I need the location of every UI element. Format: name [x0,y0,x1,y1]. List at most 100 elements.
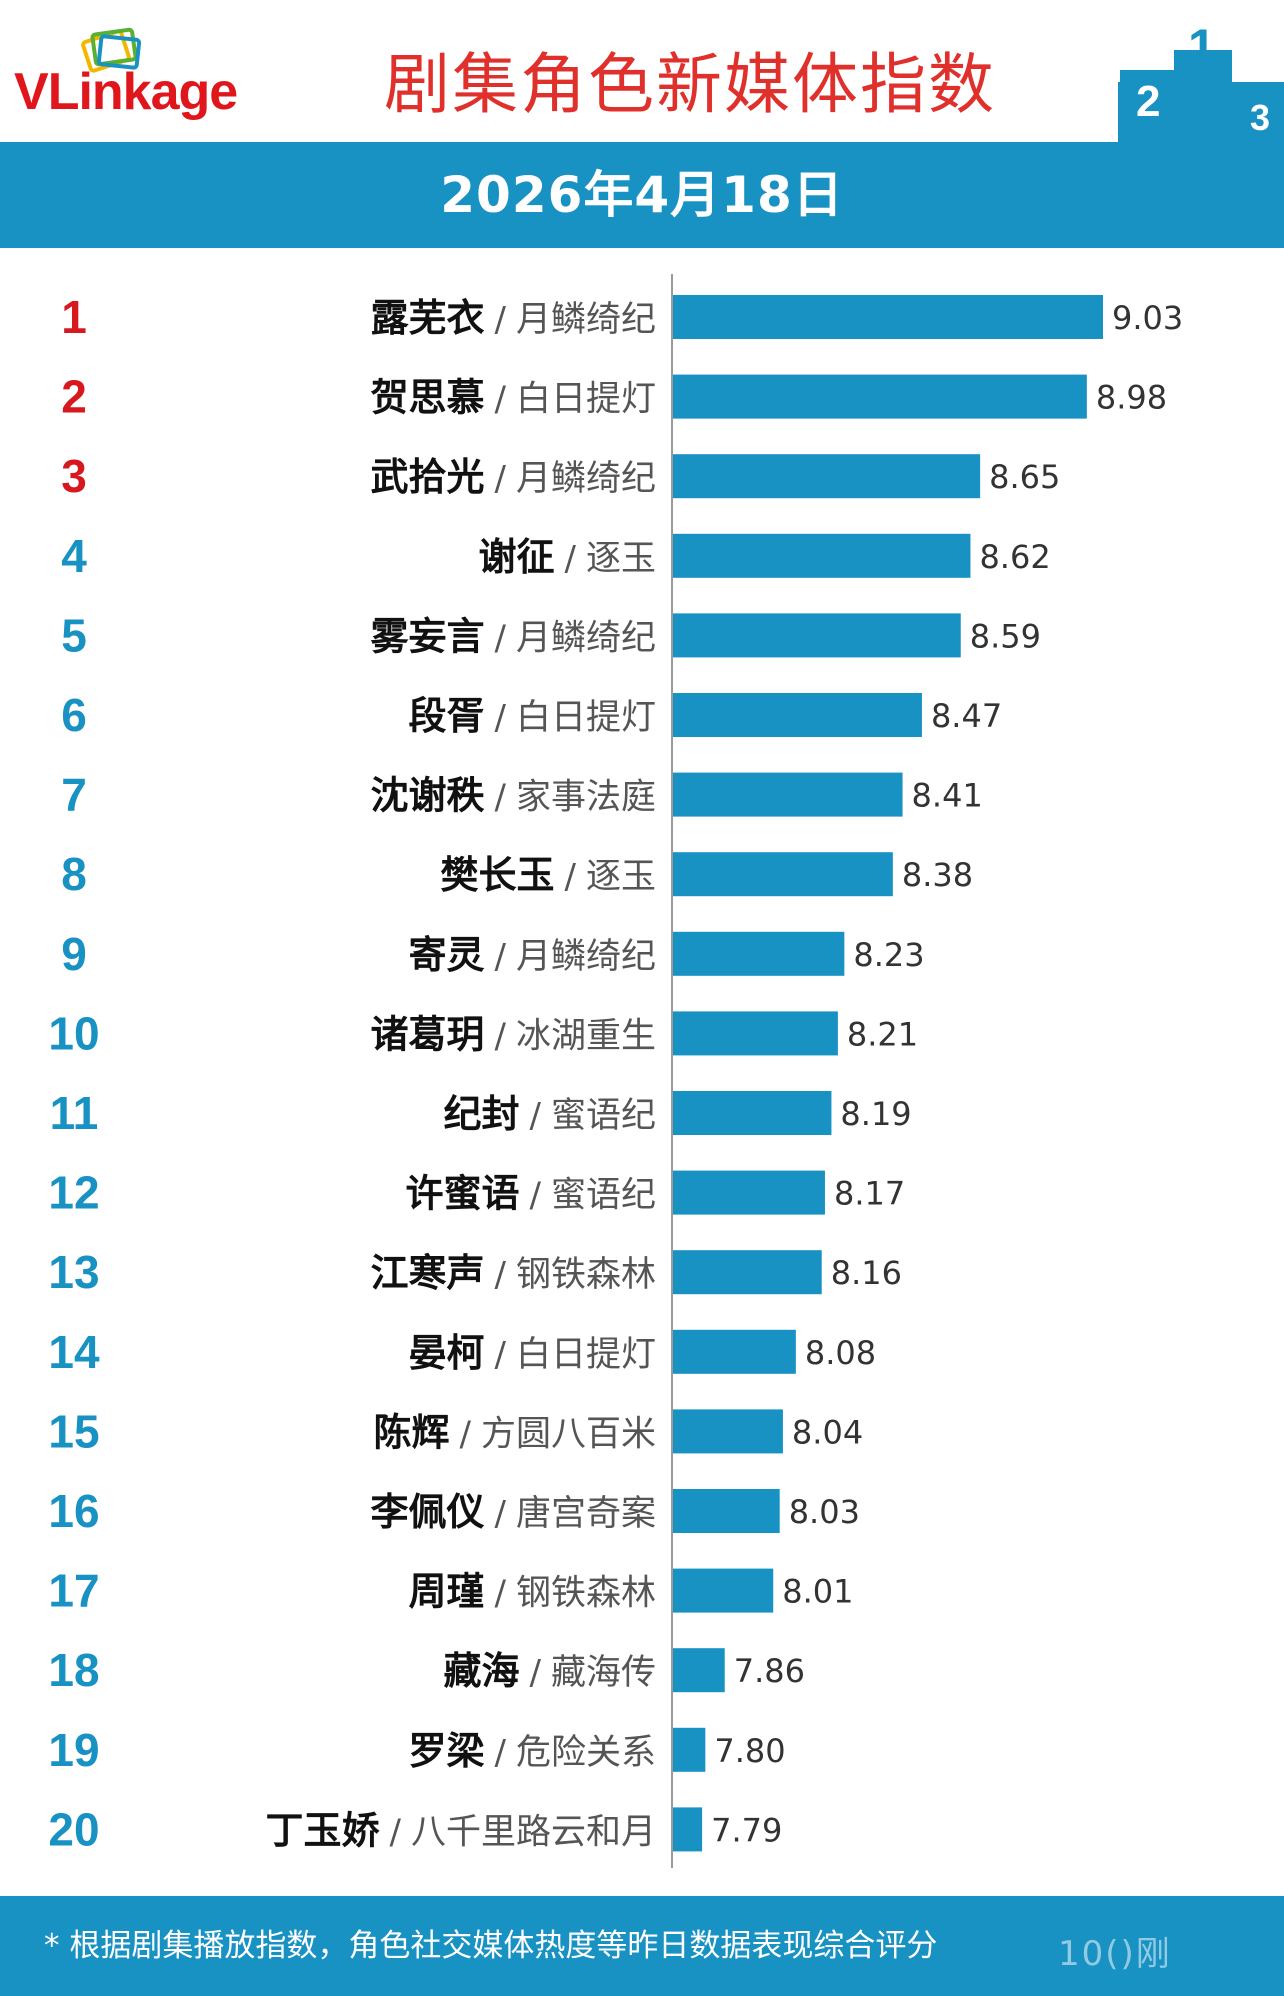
role-label: 雾妄言 / 月鳞绮纪 [371,614,657,658]
brand-rest: inkage [78,63,238,121]
page-title: 剧集角色新媒体指数 [384,46,996,123]
rank-number: 9 [61,928,87,980]
value-bar [673,613,961,658]
brand-l: L [47,63,80,121]
value-bar [673,1568,774,1613]
value-label: 8.03 [789,1493,860,1531]
value-bar [673,1091,832,1135]
value-label: 8.98 [1096,379,1167,417]
drama-name: 家事法庭 [516,778,656,818]
rank-number: 12 [48,1167,99,1219]
value-label: 8.59 [970,617,1041,655]
rank-number: 3 [61,450,87,502]
rank-number: 4 [61,530,87,582]
value-label: 8.41 [912,777,983,815]
role-label: 丁玉娇 / 八千里路云和月 [266,1808,657,1852]
drama-name: 月鳞绮纪 [516,300,656,340]
role-label: 武拾光 / 月鳞绮纪 [371,455,657,499]
rank-number: 20 [48,1803,99,1855]
ranking-chart-svg: 1 露芜衣 / 月鳞绮纪 9.032 贺思慕 / 白日提灯 8.983 武拾光 / 月鳞绮纪 8.654… [48,274,1183,1868]
rank-number: 18 [48,1644,99,1696]
value-bar [673,772,903,817]
role-name: 诸葛玥 [371,1012,485,1056]
brand-v: V [14,63,49,121]
label-separator: / [495,459,507,499]
label-separator: / [565,539,577,579]
date-banner: 2026年4月18日 [0,142,1284,248]
role-label: 江寒声 / 钢铁森林 [371,1251,657,1295]
role-label: 陈辉 / 方圆八百米 [374,1410,657,1454]
role-name: 周瑾 [409,1570,485,1614]
drama-name: 月鳞绮纪 [516,618,656,658]
value-label: 8.47 [931,697,1002,735]
value-label: 7.80 [714,1732,785,1770]
value-label: 8.19 [840,1095,911,1133]
role-name: 陈辉 [374,1410,450,1454]
label-separator: / [390,1812,402,1852]
rank-number: 5 [61,609,87,661]
drama-name: 唐宫奇案 [516,1494,656,1534]
label-separator: / [495,698,507,738]
value-bar [673,1011,838,1056]
label-separator: / [530,1653,542,1693]
role-label: 寄灵 / 月鳞绮纪 [409,933,657,977]
drama-name: 钢铁森林 [516,1255,656,1295]
label-separator: / [565,857,577,897]
role-name: 雾妄言 [371,614,485,658]
drama-name: 逐玉 [586,539,656,579]
value-bar [673,1489,780,1533]
role-name: 武拾光 [371,455,485,499]
role-label: 罗梁 / 危险关系 [409,1729,657,1773]
rank-number: 13 [48,1246,99,1298]
role-label: 李佩仪 / 唐宫奇案 [371,1490,657,1534]
role-label: 谢征 / 逐玉 [479,535,657,579]
value-bar [673,1250,822,1295]
podium-second-digit: 2 [1136,77,1160,126]
drama-name: 冰湖重生 [516,1016,656,1056]
value-label: 7.86 [734,1652,805,1690]
rank-number: 1 [61,291,87,343]
value-label: 7.79 [711,1811,782,1849]
value-bar [673,693,922,737]
value-bar [673,1648,725,1693]
rank-number: 6 [61,689,87,741]
label-separator: / [495,1574,507,1614]
vlinkage-logo: VLinkage [14,18,284,128]
date-label: 2026年4月18日 [440,166,844,224]
ranking-chart: 1 露芜衣 / 月鳞绮纪 9.03 2 贺思慕 / 白日提灯 8.98 3 武拾光 / 月鳞绮纪 8.65 4… [0,248,1284,1898]
value-bar [673,931,845,976]
role-name: 沈谢秩 [371,774,485,818]
label-separator: / [495,1733,507,1773]
value-label: 8.38 [902,856,973,894]
rank-number: 8 [61,848,87,900]
drama-name: 方圆八百米 [481,1414,656,1454]
value-bar [673,1807,703,1852]
value-label: 8.21 [847,1015,918,1053]
drama-name: 危险关系 [516,1733,656,1773]
role-name: 贺思慕 [371,376,485,420]
role-name: 樊长玉 [441,853,555,897]
role-label: 纪封 / 蜜语纪 [444,1092,657,1136]
label-separator: / [495,937,507,977]
value-label: 8.01 [782,1573,853,1611]
drama-name: 藏海传 [551,1653,656,1693]
label-separator: / [530,1176,542,1216]
role-label: 藏海 / 藏海传 [444,1649,657,1693]
role-name: 江寒声 [371,1251,485,1295]
role-label: 樊长玉 / 逐玉 [441,853,657,897]
drama-name: 白日提灯 [516,698,656,738]
role-name: 藏海 [444,1649,520,1693]
label-separator: / [530,1096,542,1136]
role-label: 诸葛玥 / 冰湖重生 [371,1012,657,1056]
drama-name: 白日提灯 [516,1335,656,1375]
drama-name: 八千里路云和月 [411,1812,656,1852]
footer-note: * 根据剧集播放指数，角色社交媒体热度等昨日数据表现综合评分 [44,1928,938,1964]
value-bar [673,374,1087,419]
value-label: 8.16 [831,1254,902,1292]
drama-name: 蜜语纪 [551,1096,656,1136]
drama-name: 蜜语纪 [551,1176,656,1216]
label-separator: / [495,380,507,420]
label-separator: / [495,1255,507,1295]
label-separator: / [495,1494,507,1534]
value-label: 8.04 [792,1413,863,1451]
